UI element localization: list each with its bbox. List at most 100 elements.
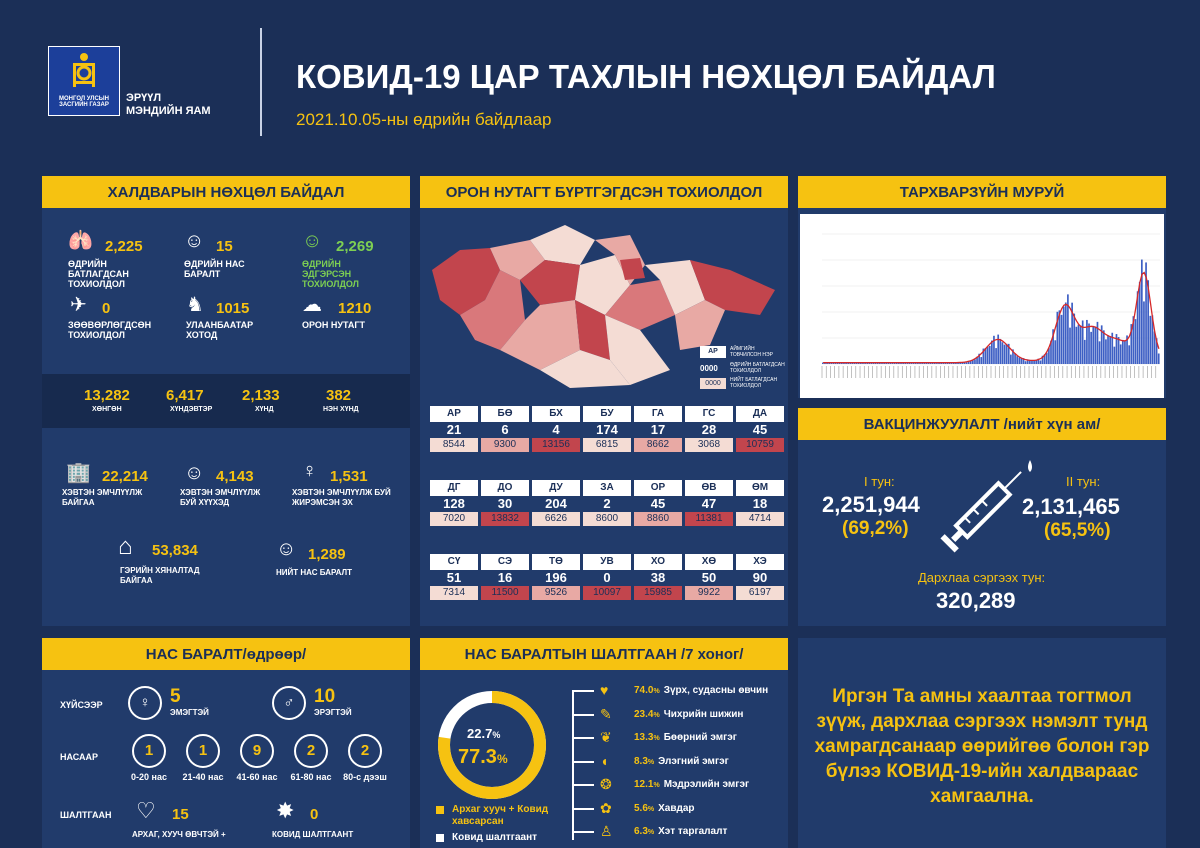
region-total: 9922 [685, 586, 733, 600]
region-code: БӨ [481, 406, 529, 422]
dose2-value: 2,131,465 [1022, 494, 1120, 519]
curve-bar [1039, 360, 1042, 364]
causes-connector [572, 690, 574, 840]
map-region-central-1 [575, 255, 630, 315]
region-code: ОР [634, 480, 682, 496]
chronic-value: 15 [172, 806, 189, 823]
severity-severe-label: ХҮНД [255, 406, 274, 413]
legend-daily-text: ӨДРИЙН БАТЛАГДСАН ТОХИОЛДОЛ [730, 362, 785, 374]
map-region-west-3 [490, 240, 545, 280]
dose1-pct: (69,2%) [842, 518, 909, 539]
airplane-icon: ✈ [70, 294, 87, 316]
hospital-label: ХЭВТЭН ЭМЧЛҮҮЛЖ БАЙГАА [62, 488, 143, 507]
curve-bar [832, 362, 835, 364]
causes-heading: НАС БАРАЛТЫН ШАЛТГААН /7 хоног/ [420, 638, 788, 670]
curve-bar [1035, 359, 1038, 364]
cause-pct: 74.0 [634, 685, 654, 696]
curve-bar [914, 362, 917, 364]
curve-bar [1132, 316, 1135, 364]
curve-gridlines [822, 233, 1160, 365]
curve-bar [950, 363, 953, 364]
region-cell: СҮ 51 7314 [430, 554, 478, 600]
ministry-name: ЭРҮҮЛ МЭНДИЙН ЯАМ [126, 92, 211, 117]
curve-bar [927, 362, 930, 364]
curve-bar [1107, 335, 1109, 364]
curve-bar [1024, 361, 1027, 364]
curve-bar [1048, 347, 1050, 364]
region-total: 10759 [736, 438, 784, 452]
curve-heading: ТАРХВАРЗҮЙН МУРУЙ [798, 176, 1166, 208]
curve-bar [906, 363, 909, 364]
cause-item: 13.3% Бөөрний эмгэг [634, 731, 737, 745]
curve-bar [942, 362, 945, 364]
curve-bar [1109, 336, 1111, 364]
seal-text-2: ЗАСГИЙН ГАЗАР [59, 102, 109, 108]
cause-pct: 12.1 [634, 779, 654, 790]
by-cause-label: ШАЛТГААН [60, 810, 112, 820]
map-region-east-1 [645, 260, 705, 315]
hospital-value: 22,214 [102, 468, 148, 485]
curve-bar [1010, 354, 1012, 364]
covid-only-label: КОВИД ШАЛТГААНТ [272, 830, 354, 839]
region-daily: 90 [752, 570, 768, 585]
children-label: ХЭВТЭН ЭМЧЛҮҮЛЖ БУЙ ХҮҮХЭД [180, 488, 261, 507]
curve-bar [1064, 302, 1067, 364]
curve-bar [976, 356, 978, 364]
cause-connector-tick [572, 713, 594, 716]
region-total: 13156 [532, 438, 580, 452]
cause-label: Элэгний эмгэг [658, 755, 729, 767]
region-code: ДА [736, 406, 784, 422]
severity-severe-value: 2,133 [242, 387, 280, 404]
region-cell: ДУ 204 6626 [532, 480, 580, 526]
curve-bar [999, 338, 1002, 364]
total-deaths-value: 1,289 [308, 546, 346, 563]
region-code: БУ [583, 406, 631, 422]
pregnant-value: 1,531 [330, 468, 368, 485]
curve-bar [1092, 326, 1095, 364]
infection-heading: ХАЛДВАРЫН НӨХЦӨЛ БАЙДАЛ [42, 176, 410, 208]
curve-bar [1102, 330, 1105, 364]
imported-value: 0 [102, 300, 111, 317]
curve-bar [900, 362, 902, 364]
pregnant-label: ХЭВТЭН ЭМЧЛҮҮЛЖ БУЙ ЖИРЭМСЭН ЭХ [292, 488, 391, 507]
severity-critical-value: 382 [326, 387, 352, 404]
cause-item: 23.4% Чихрийн шижин [634, 708, 743, 722]
cause-pct: 8.3 [634, 755, 648, 767]
region-daily: 30 [497, 496, 513, 511]
region-code: ДГ [430, 480, 478, 496]
map-region-north-1 [530, 225, 595, 265]
cause-label: Чихрийн шижин [663, 708, 744, 720]
seal-text-1: МОНГОЛ УЛСЫН [59, 96, 109, 102]
causes-donut [438, 691, 546, 799]
virus-icon: ✸ [276, 798, 295, 823]
age-21-40-count: 1 [186, 734, 220, 768]
curve-bar [855, 362, 858, 364]
cause-label: Мэдрэлийн эмгэг [663, 779, 750, 790]
cause-connector-tick [572, 807, 594, 810]
curve-bar [1060, 314, 1063, 364]
curve-bar [912, 362, 915, 364]
cause-label: Хавдар [658, 802, 695, 814]
curve-bar [851, 362, 854, 364]
curve-bar [891, 363, 894, 364]
male-value: 10 [314, 686, 336, 707]
cause-icon: ♙ [600, 823, 613, 839]
donut-chronic-arc [438, 691, 546, 799]
curve-bar [1054, 340, 1057, 364]
cause-pct: 13.3 [634, 732, 654, 743]
dose2-label: II тун: [1066, 474, 1101, 489]
curve-bar [967, 360, 970, 364]
curve-bar [1121, 339, 1124, 364]
region-daily: 2 [603, 496, 611, 511]
curve-bar [984, 348, 987, 364]
map-region-east-2 [690, 260, 775, 315]
male-label: ЭРЭГТЭЙ [314, 708, 352, 717]
curve-bar [1003, 344, 1006, 364]
age-80-plus-count: 2 [348, 734, 382, 768]
map-region-north-2 [520, 260, 580, 305]
curve-bar [1077, 324, 1080, 364]
curve-bar [1086, 319, 1088, 364]
region-total: 8860 [634, 512, 682, 526]
region-code: ТӨ [532, 554, 580, 570]
legend-code: АР [700, 346, 726, 358]
